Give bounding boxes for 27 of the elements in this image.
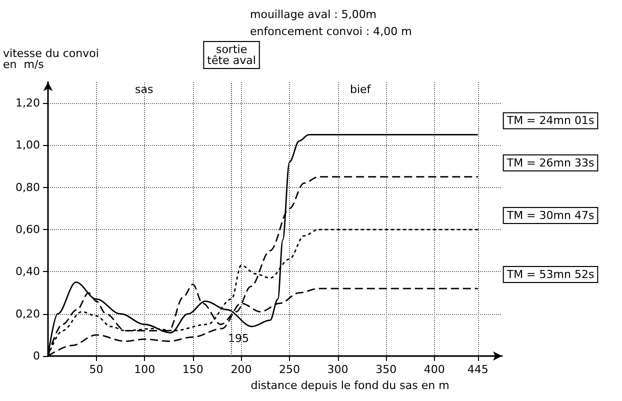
text: TM = 30mn 47s [506, 209, 594, 222]
text: TM = 26mn 33s [506, 156, 594, 170]
annotation: bief [350, 83, 372, 96]
annotation: sas [135, 83, 154, 96]
x-tick-label: 445 [467, 363, 488, 376]
text: TM = 53mn 52s [506, 268, 594, 282]
y-tick-label: 1,20 [16, 96, 40, 110]
y-tick-label: 0,40 [16, 265, 40, 278]
y-tick-label: 0,20 [16, 307, 40, 320]
ref-line-label: sortie tête aval [207, 43, 256, 67]
x-tick-label: 250 [278, 363, 300, 376]
x-tick-label: 100 [134, 363, 156, 376]
y-tick-label: 0 [33, 350, 40, 362]
x-axis-title: distance depuis le fond du sas en m [250, 378, 450, 392]
x-tick-label: 350 [376, 363, 397, 376]
x-tick-label: 400 [424, 363, 445, 376]
y-tick-label: 0,60 [16, 223, 40, 236]
y-axis-title: vitesse du convoi en m/s [3, 47, 99, 71]
x-tick-label: 300 [327, 363, 348, 376]
x-tick-label: 200 [230, 363, 252, 376]
x-tick-label: 50 [89, 363, 104, 376]
chart-subtitle: enfoncement convoi : 4,00 m [250, 25, 412, 38]
x-tick-label: 150 [182, 363, 204, 376]
y-tick-label: 1,00 [16, 138, 40, 152]
y-tick-label: 0,80 [16, 180, 40, 194]
chart-title: mouillage aval : 5,00m [250, 8, 377, 21]
text: TM = 24mn 01s [506, 114, 594, 128]
